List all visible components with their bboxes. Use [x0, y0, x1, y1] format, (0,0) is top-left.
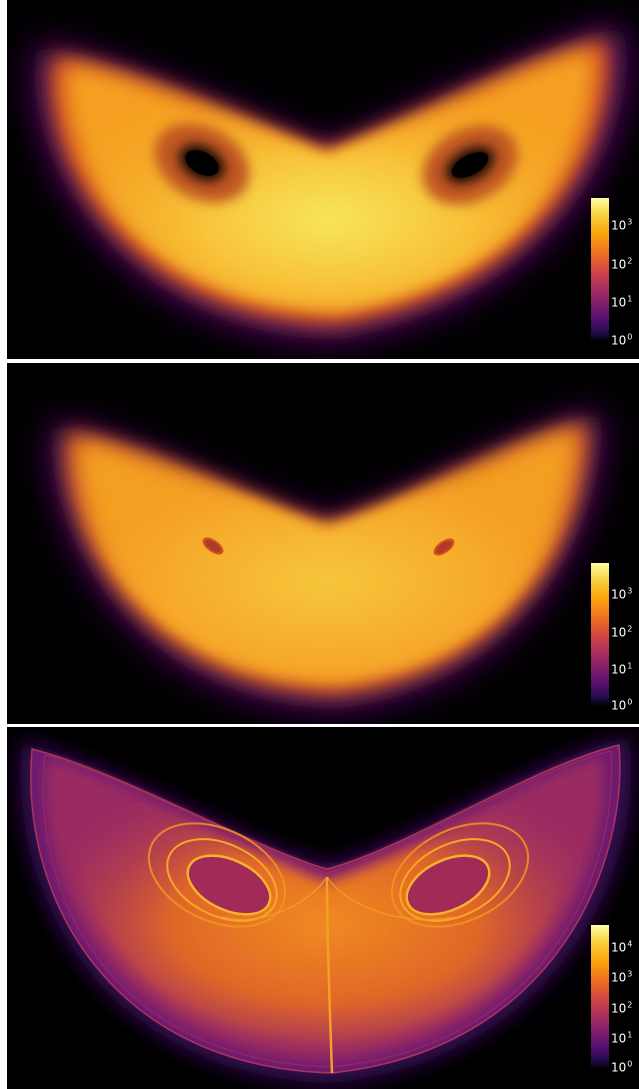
colorbar-gradient — [591, 925, 609, 1069]
colorbar-gradient — [591, 198, 609, 341]
attractor-body — [64, 421, 590, 695]
colorbar-2: 103 102 101 100 — [591, 563, 632, 712]
attractor-orbits — [30, 744, 621, 1074]
attractor-body — [50, 38, 609, 325]
attractor-density-image-3 — [20, 737, 632, 1083]
colorbar-tick-label: 100 — [611, 1059, 633, 1075]
attractor-body — [30, 745, 620, 1073]
attractor-density-image-2 — [51, 411, 603, 709]
colorbar-3: 104 103 102 101 100 — [591, 925, 632, 1074]
colorbar-tick-label: 102 — [611, 256, 633, 272]
attractor-holes — [186, 854, 491, 916]
attractor-holes — [202, 537, 455, 556]
colorbar-tick-label: 100 — [611, 332, 633, 348]
density-panel-2: 103 102 101 100 — [7, 363, 639, 724]
colorbar-tick-label: 103 — [611, 217, 633, 233]
colorbar-tick-label: 101 — [611, 294, 633, 310]
colorbar-tick-label: 101 — [611, 661, 633, 677]
attractor-holes — [154, 123, 518, 205]
colorbar-tick-label: 101 — [611, 1030, 633, 1046]
colorbar-tick-label: 100 — [611, 697, 633, 713]
colorbar-tick-label: 103 — [611, 586, 633, 602]
density-panel-1: 103 102 101 100 — [7, 0, 639, 359]
colorbar-tick-label: 102 — [611, 1000, 633, 1016]
colorbar-gradient — [591, 563, 609, 706]
colorbar-1: 103 102 101 100 — [591, 198, 632, 347]
colorbar-tick-label: 102 — [611, 624, 633, 640]
attractor-density-image-1 — [34, 25, 627, 340]
colorbar-tick-label: 103 — [611, 969, 633, 985]
density-panel-3: 104 103 102 101 100 — [7, 727, 639, 1089]
colorbar-tick-label: 104 — [611, 939, 633, 955]
